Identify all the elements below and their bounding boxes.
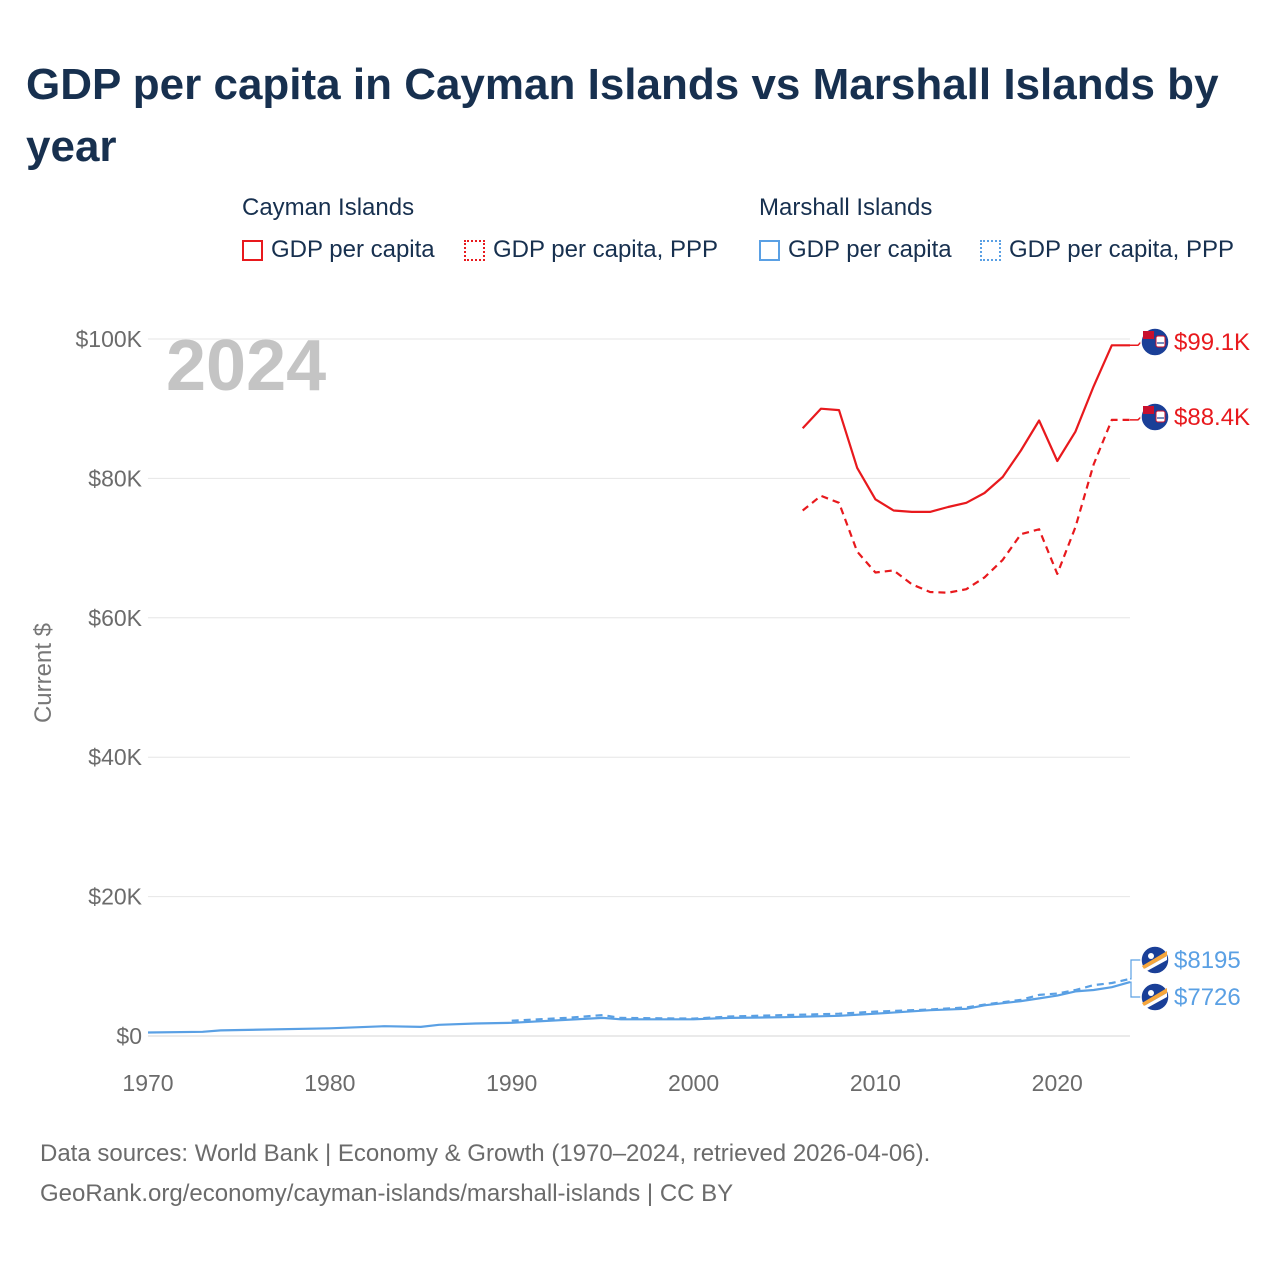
year-watermark: 2024 <box>166 326 327 406</box>
x-tick-label: 2010 <box>850 1070 901 1096</box>
flag-stripe-orange <box>1142 951 1167 969</box>
legend-swatch-solid-blue <box>759 239 780 261</box>
y-tick-label: $0 <box>116 1023 142 1049</box>
grid-layer: $0 $20K $40K $60K $80K $100K 1970 1980 1990 2000 2… <box>75 326 1130 1096</box>
legend-label: GDP per capita, PPP <box>493 236 718 263</box>
x-tick-label: 1970 <box>122 1070 173 1096</box>
leader-line <box>1130 416 1142 421</box>
flag-stripe-white <box>1144 993 1167 1008</box>
legend-label: GDP per capita <box>788 236 952 263</box>
flag-shield <box>1155 410 1166 423</box>
y-tick-label: $100K <box>75 326 142 352</box>
y-tick-label: $60K <box>88 605 142 631</box>
footer-sources: Data sources: World Bank | Economy & Gro… <box>40 1140 931 1167</box>
x-tick-label: 1990 <box>486 1070 537 1096</box>
series-line-2 <box>147 981 1131 1034</box>
flag-stripe-white <box>1144 956 1167 971</box>
label-layer: $99.1K $88.4K $7726 $8195 <box>1130 327 1250 1012</box>
series-line-3 <box>511 977 1131 1022</box>
x-tick-label: 2000 <box>668 1070 719 1096</box>
flag-canton <box>1143 406 1154 414</box>
series-end-label: $88.4K <box>1174 404 1250 431</box>
x-tick-label: 1980 <box>304 1070 355 1096</box>
legend-group-cayman: Cayman Islands <box>242 194 415 221</box>
series-line-0 <box>801 344 1130 513</box>
legend-swatch-solid-red <box>242 239 263 261</box>
leader-line <box>1130 981 1141 998</box>
leader-line <box>1130 959 1141 980</box>
flag-stripe-orange <box>1142 988 1167 1006</box>
x-tick-label: 2020 <box>1032 1070 1083 1096</box>
series-end-label: $7726 <box>1174 984 1241 1011</box>
flag-shield <box>1155 335 1166 348</box>
flag-star <box>1148 990 1154 996</box>
legend-swatch-dotted-red <box>464 239 485 261</box>
legend-label: GDP per capita <box>271 236 435 263</box>
series-end-label: $99.1K <box>1174 329 1250 356</box>
legend-item-cayman-gdp[interactable]: GDP per capita <box>242 236 435 264</box>
flag-star <box>1148 953 1154 959</box>
series-end-label: $8195 <box>1174 947 1241 974</box>
legend-group-marshall: Marshall Islands <box>759 194 933 221</box>
legend-item-cayman-ppp[interactable]: GDP per capita, PPP <box>464 236 718 264</box>
legend-swatch-dotted-blue <box>980 239 1001 261</box>
legend-label: GDP per capita, PPP <box>1009 236 1234 263</box>
chart-title: GDP per capita in Cayman Islands vs Mars… <box>26 60 1219 171</box>
y-axis-label: Current $ <box>30 623 57 723</box>
y-tick-label: $40K <box>88 744 142 770</box>
legend-item-marshall-ppp[interactable]: GDP per capita, PPP <box>980 236 1234 264</box>
legend-item-marshall-gdp[interactable]: GDP per capita <box>759 236 952 264</box>
leader-line <box>1130 341 1142 347</box>
footer-attribution: GeoRank.org/economy/cayman-islands/marsh… <box>40 1180 734 1207</box>
series-line-1 <box>802 418 1130 594</box>
flag-canton <box>1143 331 1154 339</box>
series-layer <box>147 344 1131 1034</box>
y-tick-label: $80K <box>88 465 142 491</box>
y-tick-label: $20K <box>88 884 142 910</box>
